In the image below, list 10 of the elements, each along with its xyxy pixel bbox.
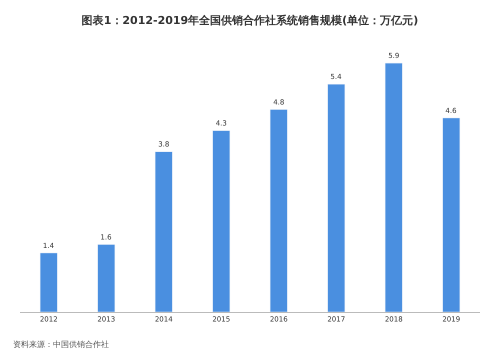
text: 资料来源：中国供销合作社 [13, 340, 109, 349]
bar [154, 151, 173, 312]
bar [327, 84, 346, 312]
bar [384, 62, 403, 312]
bar [270, 109, 288, 312]
bar [212, 130, 230, 312]
bar [442, 118, 460, 312]
bar [40, 252, 58, 312]
bar [97, 244, 116, 312]
chart-title: 图表1：2012-2019年全国供销合作社系统销售规模(单位：万亿元) [82, 14, 418, 27]
